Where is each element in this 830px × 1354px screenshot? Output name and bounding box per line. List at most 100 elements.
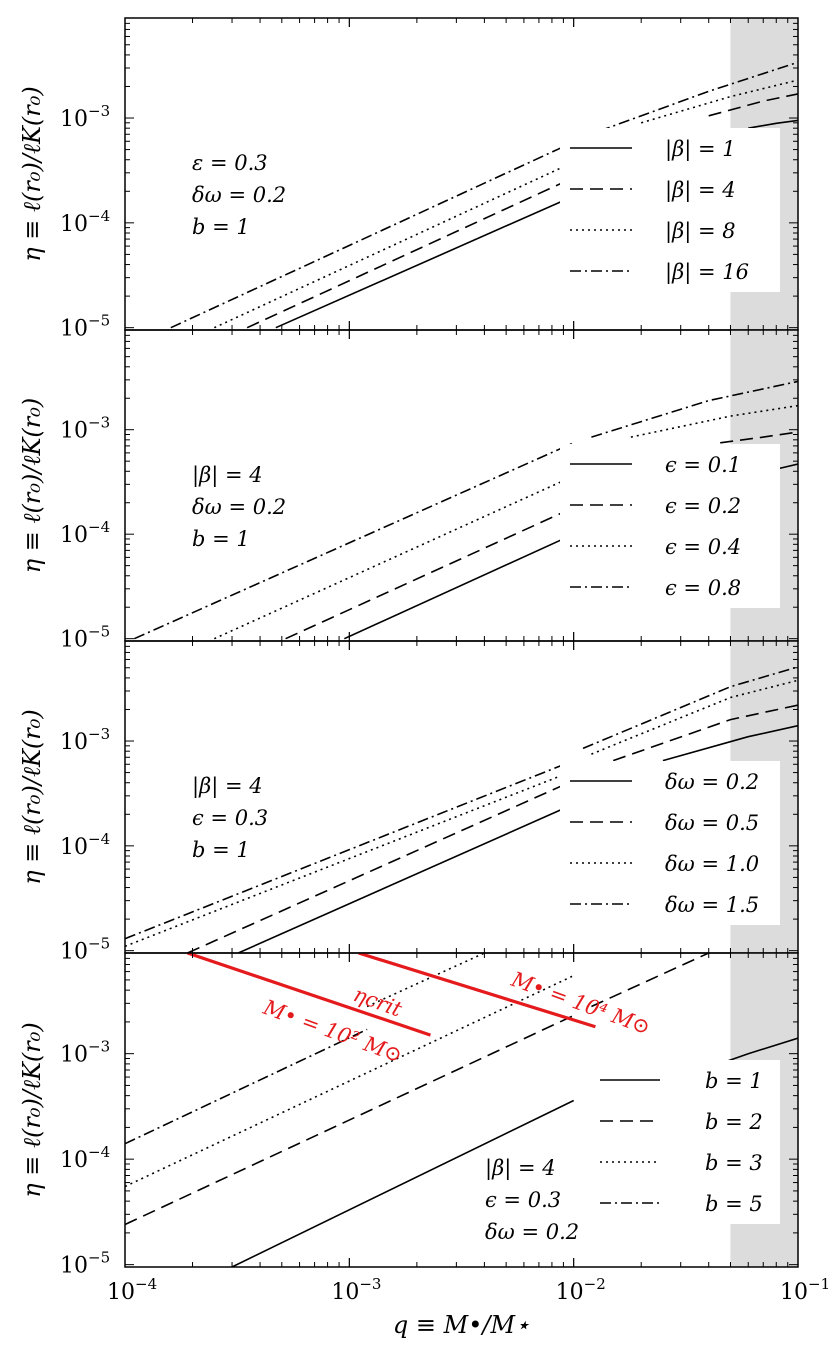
annotation-3: δω = 0.2	[485, 1220, 579, 1244]
panel-2: ϵ = 0.1 ϵ = 0.2 ϵ = 0.4 ϵ = 0.8 |β| = 4 δω = …	[18, 329, 799, 653]
series-line-4-6	[591, 953, 710, 1008]
legend-label-3: δω = 1.0	[665, 852, 759, 876]
y-tick-mantissa: 10	[60, 1148, 88, 1173]
x-tick-mantissa: 10	[780, 1280, 808, 1305]
annotation-2: δω = 0.2	[192, 495, 286, 519]
panel-1: |β| = 1 |β| = 4 |β| = 8 |β| = 16 ε = 0.3 δω =…	[18, 17, 799, 342]
y-tick-mantissa: 10	[60, 1043, 88, 1068]
y-tick-exponent: −4	[88, 1143, 110, 1161]
legend-label-2: b = 2	[705, 1110, 763, 1134]
series-group	[125, 953, 798, 1267]
series-line-1-6	[708, 93, 798, 117]
x-tick-label: 10−4	[107, 1275, 157, 1305]
panel-4: b = 1 b = 2 b = 3 b = 5 |β| = 4 ϵ = 0.3 δω = 0…	[18, 952, 799, 1279]
series-line-1-5	[748, 119, 798, 129]
series-group	[170, 61, 798, 329]
series-line-3-3	[125, 770, 574, 948]
y-tick-exponent: −5	[88, 935, 110, 953]
critical-line-2	[358, 953, 596, 1029]
series-line-4-4	[125, 1028, 368, 1145]
legend-label-4: δω = 1.5	[665, 893, 759, 917]
y-tick-exponent: −3	[88, 725, 110, 743]
annotation-2: ϵ = 0.3	[485, 1188, 561, 1212]
legend-box	[560, 761, 780, 925]
series-line-3-1	[237, 803, 575, 953]
series-line-1-4	[170, 141, 575, 329]
legend-box	[560, 444, 780, 608]
x-tick-exponent: −1	[808, 1275, 830, 1293]
y-tick-mantissa: 10	[60, 940, 88, 965]
y-tick-label: 10−5	[60, 1249, 110, 1279]
y-tick-mantissa: 10	[60, 730, 88, 755]
series-line-1-7	[640, 79, 798, 124]
annotation-3: b = 1	[192, 838, 250, 862]
y-tick-label: 10−3	[60, 414, 110, 444]
y-tick-mantissa: 10	[60, 835, 88, 860]
y-tick-label: 10−5	[60, 312, 110, 342]
x-tick-label: 10−3	[331, 1275, 381, 1305]
x-tick-label: 10−2	[556, 1275, 606, 1305]
panel-frame	[124, 952, 799, 1268]
y-tick-exponent: −5	[88, 1249, 110, 1267]
series-line-1-2	[246, 176, 575, 329]
y-tick-exponent: −4	[88, 518, 110, 536]
annotation-3: b = 1	[192, 215, 250, 239]
legend-label-3: |β| = 8	[665, 219, 736, 244]
legend-label-1: ϵ = 0.1	[665, 453, 741, 477]
y-tick-mantissa: 10	[60, 1254, 88, 1279]
y-axis-title: η ≡ ℓ(r₀)/ℓK(r₀)	[18, 709, 46, 884]
annotation-1: |β| = 4	[485, 1156, 556, 1181]
y-tick-label: 10−4	[60, 207, 110, 237]
legend-label-3: b = 3	[705, 1151, 763, 1175]
y-tick-mantissa: 10	[60, 523, 88, 548]
legend-box	[590, 1060, 780, 1224]
legend-label-1: |β| = 1	[665, 137, 736, 162]
x-tick-label: 10−1	[780, 1275, 830, 1305]
series-group	[125, 666, 798, 953]
y-tick-label: 10−3	[60, 1038, 110, 1068]
critical-line-label-2: M• = 10⁴ M⊙	[507, 967, 653, 1040]
y-tick-exponent: −3	[88, 414, 110, 432]
series-line-3-5	[662, 724, 798, 762]
legend-label-4: |β| = 16	[665, 260, 749, 285]
legend-label-4: ϵ = 0.8	[665, 576, 741, 600]
y-tick-label: 10−5	[60, 623, 110, 653]
y-tick-mantissa: 10	[60, 212, 88, 237]
series-line-1-1	[275, 195, 575, 329]
y-tick-exponent: −5	[88, 623, 110, 641]
series-line-3-7	[591, 679, 798, 755]
y-tick-label: 10−3	[60, 725, 110, 755]
critical-line-1	[187, 953, 431, 1037]
annotation-3: b = 1	[192, 527, 250, 551]
y-tick-mantissa: 10	[60, 419, 88, 444]
y-tick-label: 10−4	[60, 518, 110, 548]
legend-label-1: δω = 0.2	[665, 770, 759, 794]
y-tick-label: 10−4	[60, 830, 110, 860]
panel-3: δω = 0.2 δω = 0.5 δω = 1.0 δω = 1.5 |β| = 4 ϵ…	[18, 640, 799, 965]
y-axis-title: η ≡ ℓ(r₀)/ℓK(r₀)	[18, 1022, 46, 1197]
series-line-4-3	[125, 974, 575, 1188]
x-axis-title: q ≡ M•/M⋆	[393, 1311, 530, 1339]
series-line-2-2	[285, 506, 575, 640]
series-line-3-4	[125, 759, 574, 940]
series-line-3-6	[612, 704, 798, 762]
y-tick-mantissa: 10	[60, 107, 88, 132]
x-tick-mantissa: 10	[331, 1280, 359, 1305]
y-axis-title: η ≡ ℓ(r₀)/ℓK(r₀)	[18, 398, 46, 573]
legend-label-2: ϵ = 0.2	[665, 494, 741, 518]
y-tick-exponent: −4	[88, 830, 110, 848]
series-line-2-8	[591, 380, 798, 438]
y-tick-exponent: −3	[88, 102, 110, 120]
annotation-1: |β| = 4	[192, 463, 263, 488]
y-tick-exponent: −3	[88, 1038, 110, 1056]
x-tick-exponent: −2	[584, 1275, 606, 1293]
annotation-2: ϵ = 0.3	[192, 806, 268, 830]
annotation-1: ε = 0.3	[192, 151, 268, 175]
x-tick-exponent: −4	[135, 1275, 157, 1293]
series-line-4-2	[125, 1014, 575, 1226]
x-tick-mantissa: 10	[107, 1280, 135, 1305]
y-tick-mantissa: 10	[60, 628, 88, 653]
annotation-2: δω = 0.2	[192, 183, 286, 207]
